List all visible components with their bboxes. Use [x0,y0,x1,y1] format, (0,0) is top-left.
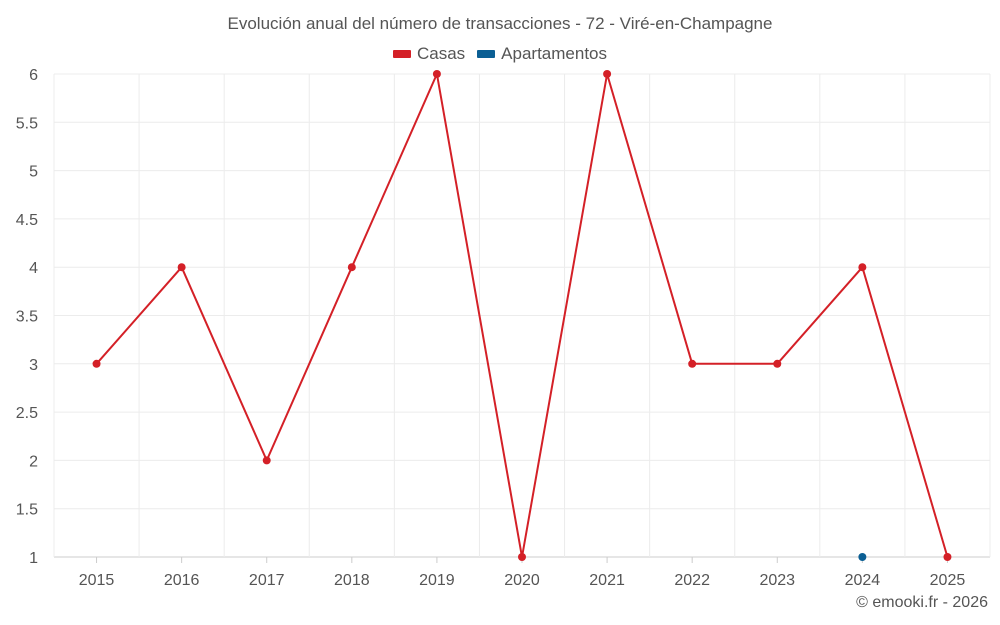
x-tick-label: 2025 [930,572,966,589]
y-tick-label: 2.5 [16,405,38,422]
data-point-casas [518,553,526,561]
x-tick-label: 2016 [164,572,200,589]
data-point-casas [688,359,697,368]
axis-layer: 1 1.5 2 2.5 3 3.5 4 4.5 5 5.5 6 2015 2016 2017 2018 201… [16,67,966,589]
x-tick-label: 2015 [79,572,115,589]
y-tick-label: 5 [29,164,38,181]
x-tick-label: 2021 [589,572,625,589]
y-tick-label: 1.5 [16,502,38,519]
y-tick-label: 6 [29,67,38,84]
data-point-casas [773,359,782,368]
y-tick-label: 4.5 [16,212,38,229]
data-point-casas [347,263,356,272]
data-point-casas [92,359,101,368]
x-tick-label: 2017 [249,572,285,589]
x-tick-label: 2022 [674,572,710,589]
x-tick-label: 2023 [759,572,795,589]
legend-swatch-apartamentos [477,50,496,58]
credit: © emooki.fr - 2026 [856,594,988,611]
x-tick-label: 2020 [504,572,540,589]
legend-label-casas: Casas [416,44,466,63]
chart-title: Evolución anual del número de transaccio… [227,14,773,33]
legend: Casas Apartamentos [0,44,1000,64]
data-point-casas [943,553,952,561]
series-layer [92,70,952,561]
data-point-casas [262,456,271,465]
grid-layer [53,73,991,558]
y-tick-label: 4 [29,260,38,277]
y-tick-label: 2 [29,453,38,470]
data-point-casas [432,70,441,78]
legend-item-casas[interactable]: Casas [392,44,466,64]
y-tick-label: 1 [29,550,38,567]
data-point-casas [177,263,186,272]
x-tick-label: 2024 [845,572,881,589]
y-tick-label: 3 [29,357,38,374]
data-point-apartamentos [858,553,867,561]
legend-label-apartamentos: Apartamentos [501,44,608,63]
data-point-casas [858,263,867,272]
legend-swatch-casas [392,50,411,58]
y-tick-label: 5.5 [16,115,38,132]
data-point-casas [603,70,612,78]
legend-item-apartamentos[interactable]: Apartamentos [477,44,607,64]
y-tick-label: 3.5 [16,309,38,326]
x-tick-label: 2018 [334,572,370,589]
x-tick-label: 2019 [419,572,455,589]
